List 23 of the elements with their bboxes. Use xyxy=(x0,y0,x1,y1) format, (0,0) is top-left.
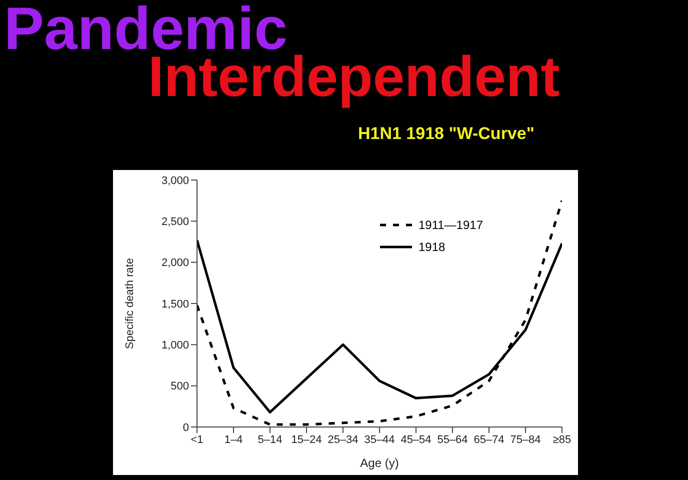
y-tick-label: 2,500 xyxy=(161,216,189,228)
y-tick-label: 500 xyxy=(170,380,189,393)
x-tick-label: 65–74 xyxy=(474,434,504,446)
x-tick-label: ≥85 xyxy=(552,434,572,446)
y-tick-label: 1,500 xyxy=(161,298,189,310)
x-tick-label: 25–34 xyxy=(328,434,358,446)
text: H1N1 1918 "W-Curve" xyxy=(358,124,534,144)
y-tick-label: 3,000 xyxy=(161,174,189,187)
y-tick-label: 2,000 xyxy=(161,257,189,270)
legend-label: 1911—1917 xyxy=(418,218,483,232)
x-tick-label: 15–24 xyxy=(291,434,322,446)
y-tick-label: 1,000 xyxy=(161,340,189,352)
legend-label: 1918 xyxy=(418,240,446,254)
x-tick-label: 1–4 xyxy=(224,434,243,446)
x-tick-label: 75–84 xyxy=(510,434,541,446)
x-tick-label: <1 xyxy=(190,434,204,446)
x-axis-title: Age (y) xyxy=(360,456,399,470)
x-tick-label: 45–54 xyxy=(400,434,432,446)
x-tick-label: 35–44 xyxy=(364,434,395,446)
y-tick-label: 0 xyxy=(182,422,189,434)
x-tick-label: 55–64 xyxy=(437,434,468,446)
x-tick-label: 5–14 xyxy=(258,434,282,446)
y-axis-title: Specific death rate xyxy=(124,258,136,350)
